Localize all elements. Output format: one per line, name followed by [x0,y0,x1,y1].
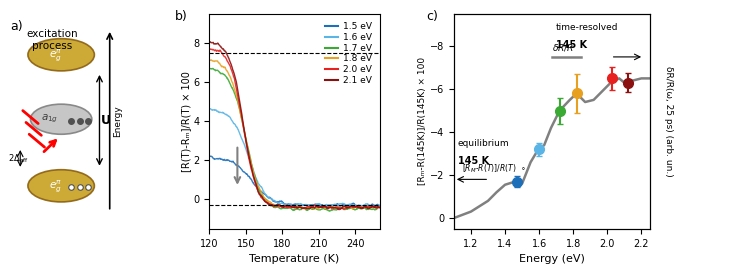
Text: $a_{1g}$: $a_{1g}$ [41,113,58,126]
Ellipse shape [28,170,94,202]
Ellipse shape [28,39,94,71]
Y-axis label: [Rₘ-R(145K)]/R(145K) × 100: [Rₘ-R(145K)]/R(145K) × 100 [418,57,427,186]
Text: 145 K: 145 K [556,40,587,50]
Text: $2\Delta_\mathrm{eff}$: $2\Delta_\mathrm{eff}$ [8,152,29,165]
Text: c): c) [427,10,438,23]
Text: b): b) [176,10,188,23]
Y-axis label: [R(T)-Rₘ]/R(T) × 100: [R(T)-Rₘ]/R(T) × 100 [181,71,190,172]
Text: Energy: Energy [113,105,122,137]
Text: $\delta R/R$: $\delta R/R$ [552,42,574,53]
X-axis label: Temperature (K): Temperature (K) [249,254,340,264]
Y-axis label: δR/R(ω, 25 ps) (arb. un.): δR/R(ω, 25 ps) (arb. un.) [664,66,673,177]
X-axis label: Energy (eV): Energy (eV) [519,254,585,264]
Legend: 1.5 eV, 1.6 eV, 1.7 eV, 1.8 eV, 2.0 eV, 2.1 eV: 1.5 eV, 1.6 eV, 1.7 eV, 1.8 eV, 2.0 eV, … [321,18,375,89]
Text: $e_g^\pi$: $e_g^\pi$ [49,178,63,194]
Text: excitation
process: excitation process [26,29,78,50]
Text: $\bf{U}$: $\bf{U}$ [100,114,111,127]
Text: 145 K: 145 K [458,156,489,166]
Text: a): a) [10,20,22,33]
Text: equilibrium: equilibrium [458,139,509,148]
Text: time-resolved: time-resolved [556,23,619,32]
Text: [$R_M$-$R(T)$]/$R(T)$  $\circ$: [$R_M$-$R(T)$]/$R(T)$ $\circ$ [462,163,525,175]
Text: $e_g^\pi$: $e_g^\pi$ [49,47,63,63]
Ellipse shape [31,104,92,134]
